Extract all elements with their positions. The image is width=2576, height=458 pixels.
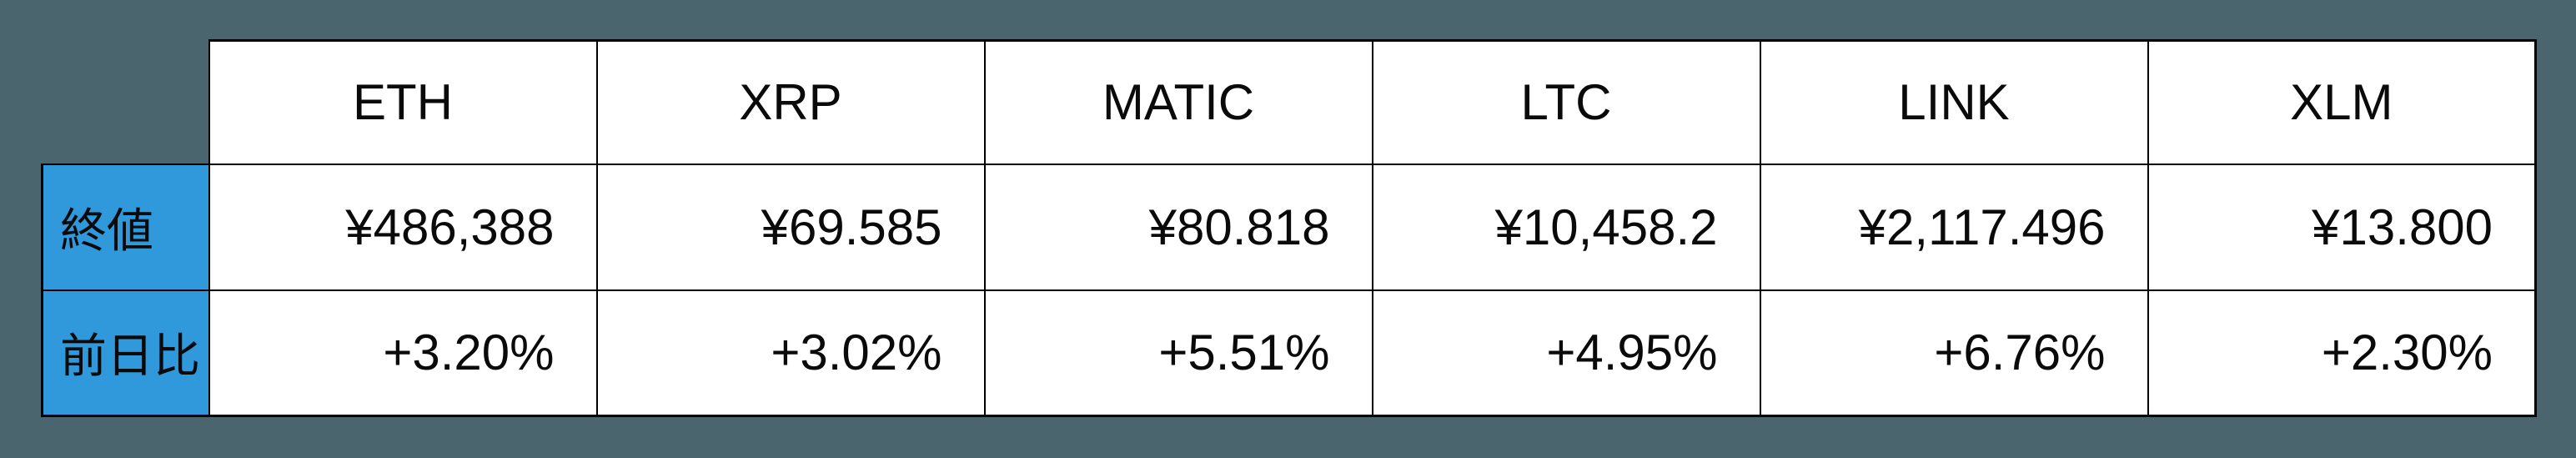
column-header-ltc: LTC: [1371, 39, 1761, 165]
column-header-matic: MATIC: [983, 39, 1373, 165]
cell-change-xrp: +3.02%: [595, 289, 986, 417]
cell-change-xlm: +2.30%: [2147, 289, 2537, 417]
column-header-xlm: XLM: [2147, 39, 2537, 165]
table-row-day-change: 前日比 +3.20% +3.02% +5.51% +4.95% +6.76% +…: [41, 289, 2537, 417]
cell-change-eth: +3.20%: [208, 289, 598, 417]
cell-change-ltc: +4.95%: [1371, 289, 1761, 417]
cell-change-matic: +5.51%: [983, 289, 1373, 417]
cell-close-ltc: ¥10,458.2: [1371, 163, 1761, 291]
crypto-price-table: ETH XRP MATIC LTC LINK XLM 終値 ¥486,388 ¥…: [41, 39, 2537, 417]
column-header-eth: ETH: [208, 39, 598, 165]
cell-close-matic: ¥80.818: [983, 163, 1373, 291]
cell-close-xlm: ¥13.800: [2147, 163, 2537, 291]
column-header-link: LINK: [1759, 39, 2149, 165]
cell-close-link: ¥2,117.496: [1759, 163, 2149, 291]
table-stage: ETH XRP MATIC LTC LINK XLM 終値 ¥486,388 ¥…: [41, 39, 2537, 417]
column-header-xrp: XRP: [595, 39, 986, 165]
header-row: ETH XRP MATIC LTC LINK XLM: [43, 39, 2537, 165]
cell-close-xrp: ¥69.585: [595, 163, 986, 291]
row-header-closing-price: 終値: [41, 163, 210, 291]
cell-change-link: +6.76%: [1759, 289, 2149, 417]
table-row-closing-price: 終値 ¥486,388 ¥69.585 ¥80.818 ¥10,458.2 ¥2…: [41, 163, 2537, 291]
cell-close-eth: ¥486,388: [208, 163, 598, 291]
row-header-day-change: 前日比: [41, 289, 210, 417]
corner-spacer: [43, 41, 209, 164]
